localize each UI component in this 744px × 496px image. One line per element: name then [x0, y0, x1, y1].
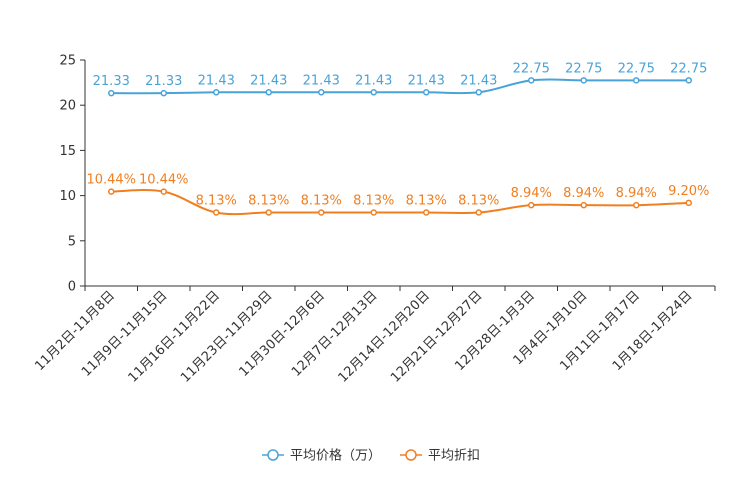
series-line-0: [111, 78, 689, 95]
data-point[interactable]: [318, 89, 325, 96]
data-label: 21.43: [303, 73, 340, 88]
y-tick-label: 0: [68, 280, 76, 295]
legend-item-1[interactable]: 平均折扣: [400, 449, 480, 464]
series-layer: [108, 77, 692, 216]
legend-marker-icon: [405, 449, 417, 461]
data-label: 8.94%: [616, 186, 657, 201]
data-point[interactable]: [160, 89, 167, 97]
data-point[interactable]: [580, 77, 587, 84]
data-label: 21.43: [460, 73, 497, 88]
data-point[interactable]: [265, 209, 272, 216]
data-point[interactable]: [318, 209, 325, 216]
data-label: 10.44%: [86, 173, 136, 188]
data-label: 8.13%: [406, 194, 447, 209]
y-tick-label: 5: [68, 234, 76, 249]
x-tick-label: 12月14日-12月20日: [336, 288, 433, 385]
data-label: 21.33: [93, 74, 130, 89]
data-label: 22.75: [565, 61, 602, 76]
y-tick-label: 10: [59, 189, 76, 204]
x-tick-label: 11月23日-11月29日: [178, 288, 275, 385]
data-label: 22.75: [513, 61, 550, 76]
series-line-1: [111, 188, 689, 216]
data-label: 8.13%: [248, 194, 289, 209]
data-label: 8.13%: [301, 194, 342, 209]
data-point[interactable]: [633, 77, 640, 84]
legend-item-0[interactable]: 平均价格（万）: [262, 448, 381, 464]
data-label: 21.43: [250, 73, 287, 88]
data-point[interactable]: [528, 201, 535, 209]
data-label: 21.43: [408, 73, 445, 88]
data-point[interactable]: [580, 201, 587, 209]
data-point[interactable]: [213, 209, 220, 216]
data-point[interactable]: [528, 77, 535, 84]
x-tick-label: 11月16日-11月22日: [126, 288, 223, 385]
data-label: 8.13%: [196, 194, 237, 209]
legend-label: 平均折扣: [428, 449, 480, 464]
data-point[interactable]: [265, 89, 272, 96]
data-point[interactable]: [633, 201, 640, 209]
data-label: 21.43: [355, 73, 392, 88]
data-label: 8.94%: [511, 186, 552, 201]
data-point[interactable]: [108, 188, 115, 195]
data-label: 21.33: [145, 74, 182, 89]
data-point[interactable]: [475, 209, 482, 216]
y-tick-label: 20: [59, 99, 76, 114]
data-point[interactable]: [108, 89, 115, 97]
legend-label: 平均价格（万）: [290, 448, 381, 464]
data-label: 9.20%: [668, 184, 709, 199]
data-point[interactable]: [685, 77, 692, 84]
data-label: 10.44%: [139, 173, 189, 188]
data-label: 8.94%: [563, 186, 604, 201]
data-point[interactable]: [475, 89, 482, 96]
data-label: 22.75: [618, 61, 655, 76]
data-labels: 21.33 21.33 21.43 21.43 21.43 21.43 21.43 21.43…: [86, 61, 709, 208]
x-tick-label: 12月21日-12月27日: [388, 288, 485, 385]
data-point[interactable]: [160, 188, 167, 195]
data-point[interactable]: [370, 209, 377, 216]
data-label: 8.13%: [353, 194, 394, 209]
y-tick-label: 15: [59, 144, 76, 159]
data-point[interactable]: [370, 89, 377, 96]
data-point[interactable]: [423, 209, 430, 216]
data-point[interactable]: [213, 89, 220, 96]
data-label: 8.13%: [458, 194, 499, 209]
legend[interactable]: 平均价格（万） 平均折扣: [262, 448, 480, 464]
data-label: 22.75: [670, 61, 707, 76]
data-label: 21.43: [198, 73, 235, 88]
axes: 051015202511月2日-11月8日11月9日-11月15日11月16日-…: [32, 54, 716, 386]
data-point[interactable]: [685, 199, 692, 207]
data-point[interactable]: [423, 89, 430, 96]
y-tick-label: 25: [59, 54, 76, 69]
legend-marker-icon: [267, 449, 279, 461]
